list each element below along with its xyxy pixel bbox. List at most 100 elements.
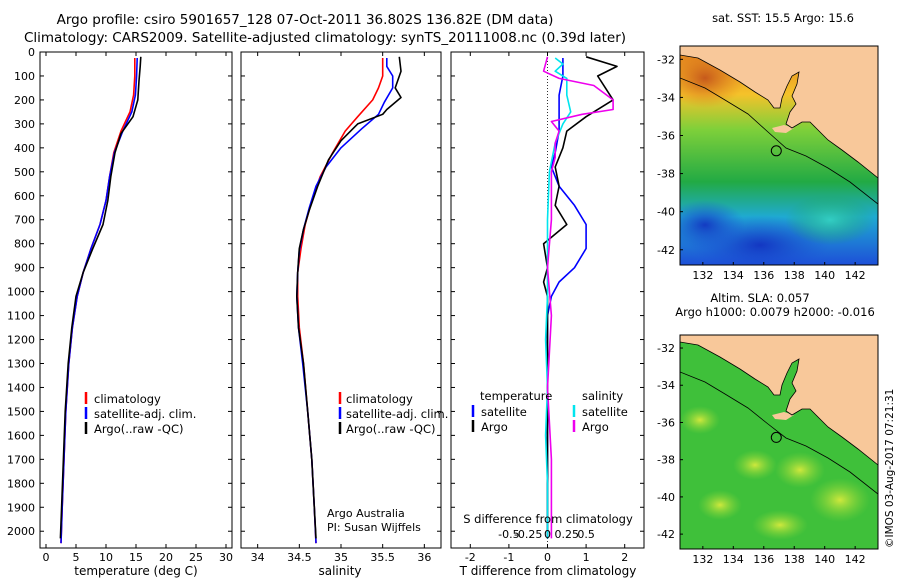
series-line-argo-raw-qc- xyxy=(295,56,402,539)
map-lat-label: -42 xyxy=(657,244,675,257)
map-lon-label: 142 xyxy=(845,269,866,282)
sla-kangaroo-island xyxy=(772,412,794,420)
map-lon-label: 134 xyxy=(723,553,744,566)
depth-tick-label: 400 xyxy=(14,142,35,155)
x-tick-label: 2 xyxy=(621,551,628,564)
legend-label-s-satellite: satellite xyxy=(582,405,628,419)
s-tick-label: 0 xyxy=(544,528,551,541)
sst-map-title: sat. SST: 15.5 Argo: 15.6 xyxy=(712,11,854,25)
sla-map-title-2: Argo h1000: 0.0079 h2000: -0.016 xyxy=(675,305,875,319)
sla-high-patch xyxy=(752,510,808,540)
x-tick-label: 5 xyxy=(73,551,80,564)
map-lat-label: -36 xyxy=(657,416,675,429)
series-line-temperature-satellite xyxy=(546,58,587,539)
legend-label-climatology: climatology xyxy=(346,392,413,406)
salinity-legend: climatology satellite-adj. clim. Argo(..… xyxy=(338,392,448,436)
sst-land xyxy=(680,46,878,178)
map-lat-label: -32 xyxy=(657,53,675,66)
salinity-axes-frame xyxy=(240,51,442,549)
map-lon-label: 140 xyxy=(814,553,835,566)
s-difference-label: S difference from climatology xyxy=(463,512,633,526)
map-lat-label: -32 xyxy=(657,342,675,355)
map-lon-label: 136 xyxy=(753,269,774,282)
temperature-xlabel: temperature (deg C) xyxy=(74,564,197,578)
depth-tick-label: 700 xyxy=(14,214,35,227)
series-line-argo-raw-qc- xyxy=(59,56,142,539)
salinity-xlabel: salinity xyxy=(318,564,361,578)
depth-tick-label: 1100 xyxy=(7,310,35,323)
legend-label-argo: Argo(..raw -QC) xyxy=(94,422,184,436)
x-tick-label: 30 xyxy=(219,551,233,564)
t-difference-label: T difference from climatology xyxy=(459,564,637,578)
imos-credit: ©IMOS 03-Aug-2017 07:21:31 xyxy=(884,389,896,548)
sla-high-patch xyxy=(680,406,720,434)
depth-tick-label: 500 xyxy=(14,166,35,179)
sla-high-patch xyxy=(733,450,777,480)
series-line-salinity-satellite xyxy=(544,57,572,539)
sla-high-patch xyxy=(698,490,742,520)
x-tick-label: -2 xyxy=(465,551,476,564)
depth-tick-label: 1900 xyxy=(7,501,35,514)
map-lon-label: 134 xyxy=(723,269,744,282)
depth-tick-label: 600 xyxy=(14,190,35,203)
legend-label-s-argo: Argo xyxy=(582,420,609,434)
s-tick-label: 0.5 xyxy=(577,528,595,541)
sla-coastline xyxy=(680,341,878,466)
x-tick-label: -1 xyxy=(503,551,514,564)
temperature-panel: 0100200300400500600700800900100011001200… xyxy=(7,46,233,578)
sst-kangaroo-island xyxy=(772,125,794,133)
sla-profile-marker xyxy=(770,431,782,443)
legend-label-argo: Argo(..raw -QC) xyxy=(346,422,436,436)
map-lat-label: -40 xyxy=(657,206,675,219)
x-tick-label: 34.5 xyxy=(287,551,312,564)
x-tick-label: 0 xyxy=(544,551,551,564)
depth-tick-label: 1400 xyxy=(7,381,35,394)
x-tick-label: 1 xyxy=(583,551,590,564)
x-tick-label: 35 xyxy=(334,551,348,564)
x-tick-label: 36 xyxy=(417,551,431,564)
map-lat-label: -34 xyxy=(657,379,675,392)
sst-profile-marker xyxy=(770,145,782,157)
sst-map: sat. SST: 15.5 Argo: 15.6 132 134 136 138 14… xyxy=(657,11,879,282)
series-line-temperature-argo xyxy=(542,56,618,539)
sla-map-title-1: Altim. SLA: 0.057 xyxy=(710,291,809,305)
sst-coastline xyxy=(680,54,878,179)
depth-tick-label: 1200 xyxy=(7,334,35,347)
legend-label-satellite-adj: satellite-adj. clim. xyxy=(346,407,448,421)
depth-tick-label: 1300 xyxy=(7,357,35,370)
x-tick-label: 10 xyxy=(99,551,113,564)
map-lon-label: 138 xyxy=(784,269,805,282)
temperature-legend: climatology satellite-adj. clim. Argo(..… xyxy=(84,392,196,436)
legend-title-salinity: salinity xyxy=(582,389,623,403)
sla-map: Altim. SLA: 0.057 Argo h1000: 0.0079 h20… xyxy=(657,291,879,566)
map-lat-label: -42 xyxy=(657,528,675,541)
legend-label-climatology: climatology xyxy=(94,392,161,406)
sst-shelf-contour xyxy=(680,77,878,205)
sla-map-frame xyxy=(679,334,879,550)
difference-panel: -2 -1 0 1 2 temperature satellite Argo salin… xyxy=(450,51,645,578)
map-lon-label: 132 xyxy=(692,269,713,282)
x-tick-label: 20 xyxy=(159,551,173,564)
map-lon-label: 142 xyxy=(845,553,866,566)
sla-land xyxy=(680,335,878,465)
series-line-salinity-argo xyxy=(542,56,614,539)
s-tick-label: 0.25 xyxy=(555,528,580,541)
legend-label-t-satellite: satellite xyxy=(481,405,527,419)
depth-tick-label: 1500 xyxy=(7,405,35,418)
sst-cold-patch xyxy=(680,200,745,250)
temperature-axes-frame xyxy=(39,51,233,549)
figure-subtitle: Climatology: CARS2009. Satellite-adjuste… xyxy=(24,30,626,46)
salinity-panel: 34 34.5 35 35.5 36 salinity climatology sate… xyxy=(240,51,448,578)
x-tick-label: 34 xyxy=(251,551,265,564)
s-tick-label: -0.5 xyxy=(498,528,519,541)
s-tick-label: -0.25 xyxy=(514,528,542,541)
pi-label: PI: Susan Wijffels xyxy=(327,521,421,534)
sla-high-patch xyxy=(810,478,870,522)
figure-title: Argo profile: csiro 5901657_128 07-Oct-2… xyxy=(57,12,554,28)
depth-tick-label: 300 xyxy=(14,118,35,131)
map-lat-label: -36 xyxy=(657,130,675,143)
depth-tick-label: 900 xyxy=(14,262,35,275)
legend-label-t-argo: Argo xyxy=(481,420,508,434)
sst-cyan-patch xyxy=(785,195,875,245)
